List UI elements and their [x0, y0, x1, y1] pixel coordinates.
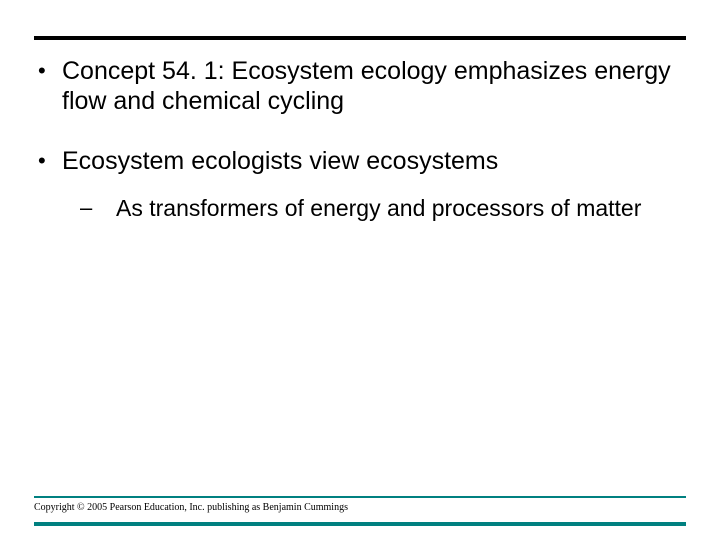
bullet-level1: • Concept 54. 1: Ecosystem ecology empha…	[34, 56, 686, 116]
slide: • Concept 54. 1: Ecosystem ecology empha…	[0, 0, 720, 540]
bullet-text: Ecosystem ecologists view ecosystems	[62, 146, 498, 176]
dash-mark: –	[80, 194, 116, 222]
bullet-text: As transformers of energy and processors…	[116, 194, 641, 222]
bullet-mark: •	[34, 56, 62, 86]
bullet-level1: • Ecosystem ecologists view ecosystems	[34, 146, 686, 176]
copyright-text: Copyright © 2005 Pearson Education, Inc.…	[34, 502, 348, 513]
top-rule	[34, 36, 686, 40]
bottom-rule-thick	[34, 522, 686, 526]
bullet-text: Concept 54. 1: Ecosystem ecology emphasi…	[62, 56, 686, 116]
slide-content: • Concept 54. 1: Ecosystem ecology empha…	[34, 56, 686, 222]
bullet-mark: •	[34, 146, 62, 176]
bottom-rule-thin	[34, 496, 686, 498]
bullet-level2: – As transformers of energy and processo…	[80, 194, 686, 222]
